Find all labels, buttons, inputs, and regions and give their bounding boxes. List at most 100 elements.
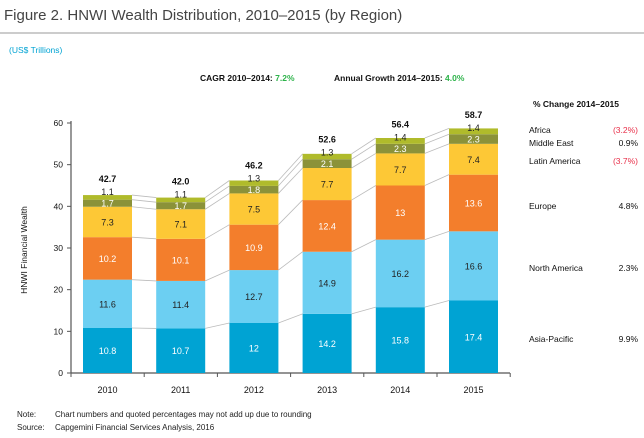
source-text: Capgemini Financial Services Analysis, 2… — [55, 423, 215, 432]
connector-line — [131, 194, 157, 198]
x-tick-label: 2015 — [463, 385, 483, 395]
note-text: Chart numbers and quoted percentages may… — [55, 410, 312, 419]
legend-region-label: North America — [529, 263, 583, 273]
bar-segment-latin-america — [302, 168, 352, 201]
bar-value-label: 10.9 — [245, 243, 263, 253]
connector-line — [131, 206, 157, 210]
x-tick-label: 2010 — [97, 385, 117, 395]
bar-total-label: 52.6 — [318, 135, 336, 145]
y-tick-label: 30 — [54, 243, 64, 253]
bar-segment-middle-east — [302, 159, 352, 168]
bar-segment-asia-pacific — [302, 313, 352, 373]
bar-value-label: 16.2 — [392, 269, 410, 279]
y-axis-label: HNWI Financial Wealth — [19, 206, 29, 294]
bar-segment-latin-america — [375, 153, 425, 186]
cagr-label: CAGR 2010–2014: — [200, 73, 275, 83]
change-header: % Change 2014–2015 — [533, 99, 619, 109]
bar-segment-latin-america — [229, 193, 279, 225]
plot-area: 010203040506010.811.610.27.31.71.142.720… — [54, 110, 511, 395]
connector-line — [131, 236, 157, 240]
connector-line — [351, 185, 377, 201]
bar-value-label: 1.7 — [174, 201, 187, 211]
connector-line — [131, 199, 157, 203]
connector-line — [204, 185, 230, 203]
bar-value-label: 2.1 — [321, 159, 334, 169]
legend-region-label: Latin America — [529, 156, 581, 166]
bar-segment-asia-pacific — [375, 307, 425, 373]
bar-segment-europe — [229, 224, 279, 271]
legend-change-value: 2.3% — [619, 263, 639, 273]
connector-line — [424, 133, 450, 145]
bar-value-label: 1.3 — [248, 174, 261, 184]
bar-value-label: 11.6 — [99, 299, 116, 309]
connector-line — [424, 174, 450, 186]
connector-line — [204, 180, 230, 198]
bar-segment-north-america — [302, 251, 352, 314]
bar-segment-middle-east — [449, 134, 498, 144]
bar-segment-europe — [375, 185, 425, 240]
figure-title: Figure 2. HNWI Wealth Distribution, 2010… — [4, 7, 402, 24]
connector-line — [278, 251, 303, 271]
bar-value-label: 10.1 — [172, 255, 190, 265]
bar-segment-middle-east — [156, 202, 206, 210]
bar-value-label: 1.1 — [174, 190, 187, 200]
connector-line — [278, 158, 303, 187]
bar-value-label: 1.8 — [248, 185, 261, 195]
bar-total-label: 56.4 — [392, 120, 410, 130]
bar-total-label: 42.7 — [99, 174, 117, 184]
bar-value-label: 1.4 — [394, 133, 407, 143]
legend-change-value: 4.8% — [619, 201, 639, 211]
bar-segment-north-america — [449, 231, 498, 301]
connector-line — [204, 224, 230, 240]
bar-value-label: 12.4 — [318, 221, 336, 231]
bar-value-label: 1.4 — [467, 123, 480, 133]
bar-segment-europe — [83, 237, 132, 280]
bar-value-label: 1.1 — [101, 187, 114, 197]
bar-segment-africa — [375, 138, 425, 144]
bar-value-label: 11.4 — [172, 300, 189, 310]
bar-value-label: 13.6 — [465, 199, 483, 209]
bar-segment-latin-america — [449, 143, 498, 175]
bar-segment-europe — [156, 238, 206, 281]
y-tick-label: 10 — [54, 326, 64, 336]
bar-value-label: 16.6 — [465, 261, 483, 271]
bar-value-label: 7.3 — [101, 217, 114, 227]
bar-value-label: 1.3 — [321, 148, 334, 158]
x-tick-label: 2012 — [244, 385, 264, 395]
connector-line — [424, 300, 450, 308]
bar-value-label: 7.1 — [174, 220, 187, 230]
connector-line — [204, 193, 230, 210]
legend-change-value: (3.7%) — [613, 156, 638, 166]
bar-value-label: 7.4 — [467, 155, 480, 165]
bar-value-label: 2.3 — [394, 144, 407, 154]
bar-value-label: 1.7 — [101, 199, 114, 209]
bar-segment-africa — [156, 197, 206, 203]
y-tick-label: 20 — [54, 285, 64, 295]
connector-line — [278, 313, 303, 324]
annual-growth-value: 4.0% — [445, 73, 465, 83]
bar-value-label: 14.9 — [318, 278, 336, 288]
legend-region-label: Europe — [529, 201, 557, 211]
x-tick-label: 2011 — [171, 385, 190, 395]
x-tick-label: 2014 — [390, 385, 410, 395]
connector-line — [278, 153, 303, 181]
bar-segment-europe — [302, 200, 352, 252]
bar-segment-middle-east — [229, 185, 279, 194]
bar-segment-asia-pacific — [229, 323, 279, 373]
bar-value-label: 17.4 — [465, 332, 483, 342]
bar-value-label: 13 — [395, 208, 405, 218]
bar-segment-africa — [83, 195, 132, 200]
connector-line — [278, 167, 303, 194]
y-tick-label: 40 — [54, 201, 64, 211]
connector-line — [351, 239, 376, 253]
connector-line — [278, 199, 303, 225]
y-tick-label: 50 — [54, 160, 64, 170]
bar-value-label: 12.7 — [245, 292, 263, 302]
bar-segment-asia-pacific — [156, 328, 206, 373]
connector-line — [351, 306, 376, 315]
connector-line — [205, 269, 230, 282]
annual-growth-text: Annual Growth 2014–2015: 4.0% — [334, 73, 465, 83]
cagr-text: CAGR 2010–2014: 7.2% — [200, 73, 295, 83]
bar-segment-asia-pacific — [449, 300, 498, 373]
